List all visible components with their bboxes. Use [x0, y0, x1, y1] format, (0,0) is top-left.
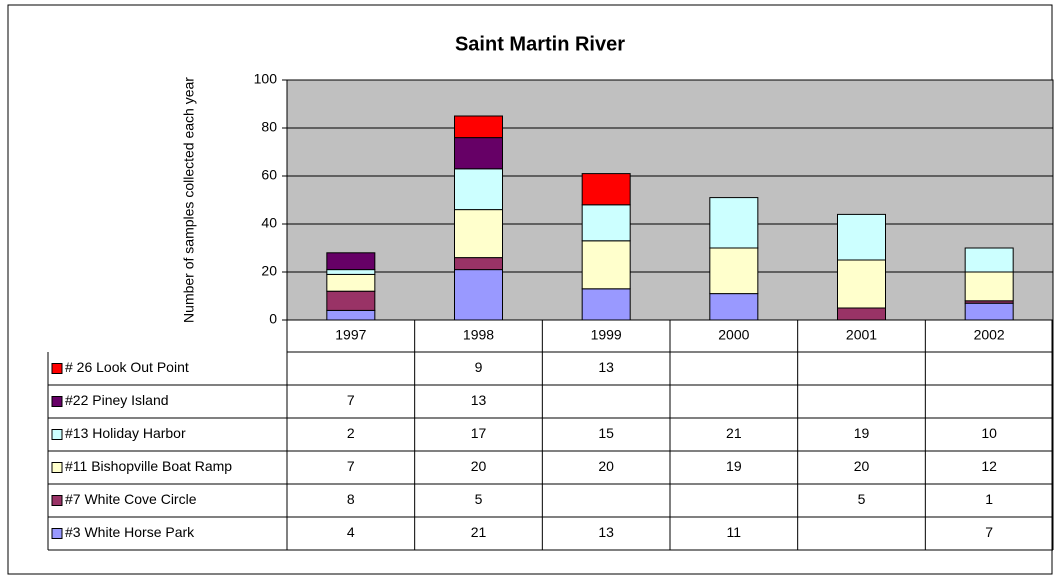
- bar-segment: [326, 252, 376, 271]
- table-value: 7: [985, 524, 993, 540]
- bar-segment: [454, 137, 503, 170]
- bar-segment: [326, 273, 376, 292]
- bar-segment: [581, 204, 631, 242]
- legend-swatch: [51, 495, 63, 506]
- legend-label: #7 White Cove Circle: [65, 491, 197, 507]
- table-value: 7: [347, 458, 355, 474]
- x-tick-label: 2001: [846, 327, 877, 343]
- legend-swatch: [51, 462, 63, 473]
- x-tick-label: 1998: [463, 327, 494, 343]
- bar-segment: [837, 307, 886, 321]
- table-value: 13: [598, 359, 614, 375]
- bar-segment: [326, 309, 376, 321]
- table-value: 9: [475, 359, 483, 375]
- x-tick-label: 2000: [718, 327, 749, 343]
- bar-segment: [581, 173, 631, 206]
- y-tick-label: 20: [261, 263, 277, 279]
- y-tick-label: 100: [254, 71, 278, 87]
- plot-area: [286, 79, 1054, 321]
- table-value: 17: [471, 425, 487, 441]
- legend-swatch: [51, 363, 63, 374]
- table-value: 21: [471, 524, 487, 540]
- legend-label: #3 White Horse Park: [65, 524, 195, 540]
- legend-swatch: [51, 396, 63, 407]
- bar-segment: [837, 213, 886, 261]
- legend-label: #22 Piney Island: [65, 392, 169, 408]
- table-value: 21: [726, 425, 742, 441]
- x-tick-label: 1999: [591, 327, 622, 343]
- table-value: 20: [471, 458, 487, 474]
- bar-segment: [964, 247, 1014, 273]
- legend-label: #13 Holiday Harbor: [65, 425, 186, 441]
- bar-segment: [709, 247, 759, 295]
- x-tick-label: 1997: [335, 327, 366, 343]
- table-value: 20: [598, 458, 614, 474]
- table-value: 8: [347, 491, 355, 507]
- bar-segment: [964, 302, 1014, 321]
- y-axis-label: Number of samples collected each year: [181, 77, 197, 323]
- legend-label: # 26 Look Out Point: [65, 359, 189, 375]
- bar-segment: [709, 197, 759, 249]
- table-value: 12: [981, 458, 997, 474]
- table-value: 5: [475, 491, 483, 507]
- y-tick-label: 0: [269, 311, 277, 327]
- legend-label: #11 Bishopville Boat Ramp: [65, 458, 232, 474]
- bar-segment: [326, 290, 376, 311]
- bar-segment: [454, 209, 503, 259]
- table-value: 4: [347, 524, 355, 540]
- bar-segment: [454, 269, 503, 321]
- bar-segment: [837, 259, 886, 309]
- table-value: 2: [347, 425, 355, 441]
- x-tick-label: 2002: [974, 327, 1005, 343]
- bar-segment: [709, 293, 759, 321]
- table-value: 20: [854, 458, 870, 474]
- table-value: 7: [347, 392, 355, 408]
- table-value: 15: [598, 425, 614, 441]
- table-value: 5: [858, 491, 866, 507]
- y-tick-label: 60: [261, 167, 277, 183]
- table-value: 13: [598, 524, 614, 540]
- bar-segment: [454, 168, 503, 211]
- legend-swatch: [51, 528, 63, 539]
- bar-segment: [581, 240, 631, 290]
- table-value: 19: [726, 458, 742, 474]
- table-value: 19: [854, 425, 870, 441]
- bar-segment: [454, 115, 503, 139]
- bar-segment: [326, 269, 376, 275]
- legend-swatch: [51, 429, 63, 440]
- bar-segment: [454, 257, 503, 271]
- table-value: 13: [471, 392, 487, 408]
- y-tick-label: 40: [261, 215, 277, 231]
- table-value: 11: [727, 524, 742, 540]
- bar-segment: [964, 271, 1014, 302]
- table-value: 10: [981, 425, 997, 441]
- bar-segment: [581, 288, 631, 321]
- chart-title: Saint Martin River: [455, 33, 625, 55]
- table-value: 1: [985, 491, 993, 507]
- y-tick-label: 80: [261, 119, 277, 135]
